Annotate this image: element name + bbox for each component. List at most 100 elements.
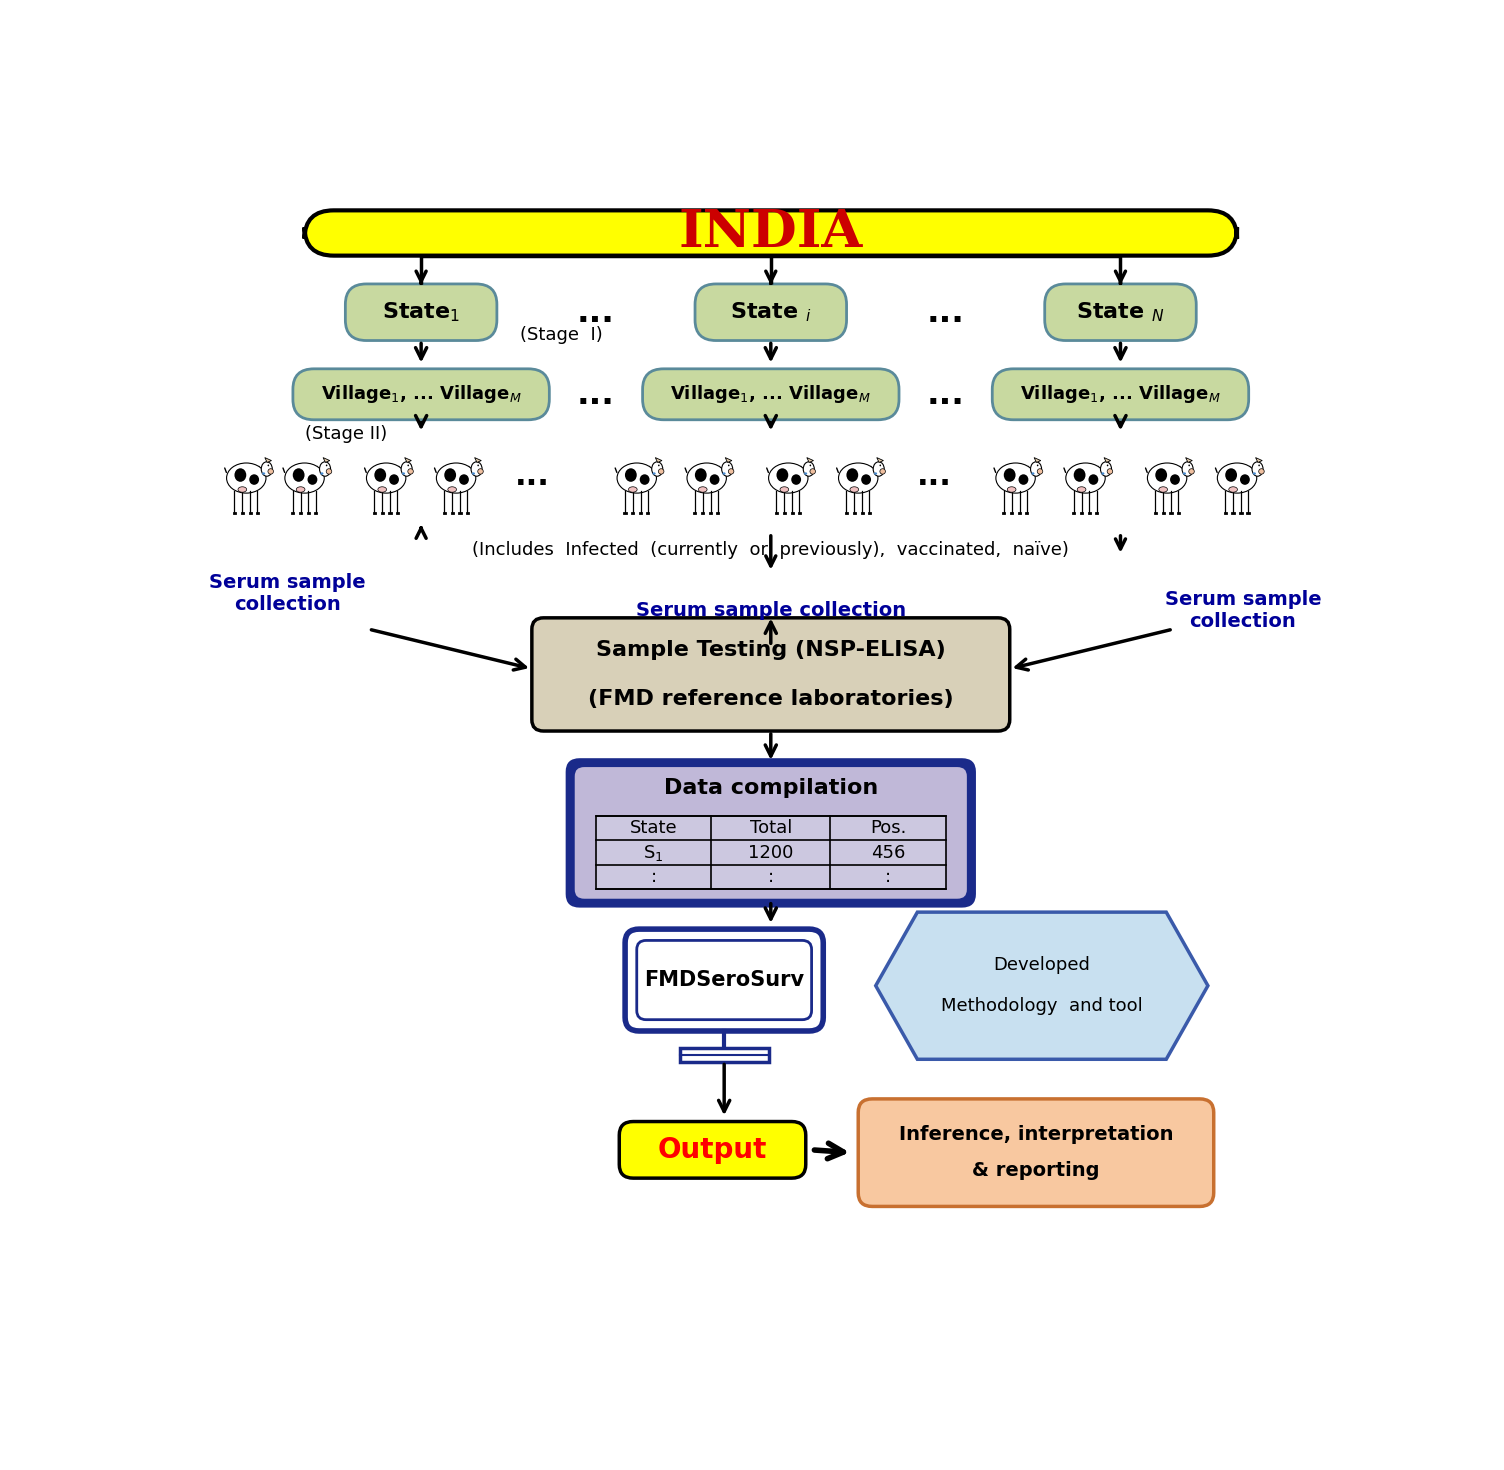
Ellipse shape: [651, 462, 663, 476]
FancyBboxPatch shape: [636, 941, 812, 1020]
Ellipse shape: [436, 463, 475, 492]
Text: 1200: 1200: [747, 844, 794, 861]
Ellipse shape: [268, 469, 274, 475]
FancyBboxPatch shape: [859, 1100, 1214, 1207]
Ellipse shape: [293, 469, 304, 482]
Ellipse shape: [1170, 475, 1181, 485]
Ellipse shape: [1182, 472, 1187, 475]
Ellipse shape: [307, 475, 317, 485]
Ellipse shape: [996, 463, 1035, 492]
Ellipse shape: [250, 475, 259, 485]
Ellipse shape: [874, 472, 877, 475]
Ellipse shape: [1182, 462, 1193, 476]
Ellipse shape: [1239, 475, 1250, 485]
FancyBboxPatch shape: [293, 369, 549, 420]
Text: Inference, interpretation: Inference, interpretation: [899, 1125, 1173, 1144]
Ellipse shape: [722, 472, 725, 475]
Ellipse shape: [471, 462, 483, 476]
Text: Serum sample
collection: Serum sample collection: [1164, 589, 1321, 631]
Text: :: :: [651, 869, 657, 886]
Ellipse shape: [862, 475, 871, 485]
Polygon shape: [806, 457, 814, 463]
Polygon shape: [1104, 457, 1111, 463]
Polygon shape: [405, 457, 412, 463]
Polygon shape: [259, 466, 263, 475]
Ellipse shape: [626, 469, 636, 482]
Ellipse shape: [448, 487, 457, 492]
Ellipse shape: [1188, 469, 1194, 475]
Ellipse shape: [1107, 469, 1113, 475]
Ellipse shape: [1003, 469, 1015, 482]
Ellipse shape: [1158, 487, 1167, 492]
Ellipse shape: [367, 463, 406, 492]
FancyArrowPatch shape: [615, 467, 617, 472]
FancyBboxPatch shape: [304, 210, 1238, 256]
Ellipse shape: [1226, 469, 1238, 482]
Ellipse shape: [227, 463, 266, 492]
Ellipse shape: [659, 465, 660, 466]
Ellipse shape: [1188, 465, 1190, 466]
Ellipse shape: [880, 465, 881, 466]
Ellipse shape: [1066, 463, 1105, 492]
Ellipse shape: [639, 475, 650, 485]
Ellipse shape: [1030, 462, 1042, 476]
Polygon shape: [475, 457, 481, 463]
FancyBboxPatch shape: [993, 369, 1248, 420]
Ellipse shape: [728, 469, 734, 475]
Ellipse shape: [378, 487, 387, 492]
Text: Total: Total: [749, 819, 793, 838]
Text: ...: ...: [926, 378, 964, 410]
Ellipse shape: [238, 487, 247, 492]
Ellipse shape: [659, 469, 663, 475]
Bar: [680, 1048, 769, 1061]
FancyArrowPatch shape: [283, 467, 284, 472]
Ellipse shape: [444, 469, 456, 482]
Ellipse shape: [695, 469, 707, 482]
Polygon shape: [1029, 466, 1032, 475]
Text: FMDSeroSurv: FMDSeroSurv: [644, 970, 805, 991]
Text: & reporting: & reporting: [972, 1161, 1099, 1180]
Polygon shape: [650, 466, 653, 475]
Ellipse shape: [687, 463, 726, 492]
Ellipse shape: [320, 472, 323, 475]
Text: Village$_{1}$, ... Village$_{M}$: Village$_{1}$, ... Village$_{M}$: [320, 384, 522, 406]
Ellipse shape: [408, 465, 409, 466]
FancyBboxPatch shape: [620, 1122, 806, 1177]
Ellipse shape: [1259, 469, 1265, 475]
FancyArrowPatch shape: [994, 467, 996, 472]
Text: Serum sample
collection: Serum sample collection: [209, 573, 365, 613]
Ellipse shape: [477, 465, 478, 466]
Text: ...: ...: [578, 378, 615, 410]
Ellipse shape: [839, 463, 878, 492]
Polygon shape: [725, 457, 732, 463]
Ellipse shape: [1077, 487, 1086, 492]
Ellipse shape: [1217, 463, 1257, 492]
Polygon shape: [875, 911, 1208, 1060]
FancyArrowPatch shape: [836, 467, 838, 472]
Ellipse shape: [1253, 472, 1256, 475]
Ellipse shape: [769, 463, 808, 492]
Polygon shape: [323, 457, 329, 463]
Ellipse shape: [1148, 463, 1187, 492]
Text: (Includes  Infected  (currently  or  previously),  vaccinated,  naïve): (Includes Infected (currently or previou…: [472, 541, 1069, 559]
Ellipse shape: [402, 462, 412, 476]
Ellipse shape: [791, 475, 802, 485]
Text: ...: ...: [926, 295, 964, 329]
Ellipse shape: [402, 472, 405, 475]
Text: Output: Output: [657, 1136, 767, 1164]
Text: (Stage II): (Stage II): [304, 425, 387, 444]
Ellipse shape: [1229, 487, 1238, 492]
Ellipse shape: [653, 472, 656, 475]
Ellipse shape: [1259, 465, 1260, 466]
Ellipse shape: [1251, 462, 1263, 476]
Polygon shape: [656, 457, 662, 463]
Ellipse shape: [698, 487, 707, 492]
FancyBboxPatch shape: [695, 284, 847, 341]
Ellipse shape: [850, 487, 859, 492]
FancyArrowPatch shape: [767, 467, 769, 472]
Polygon shape: [719, 466, 723, 475]
FancyBboxPatch shape: [1045, 284, 1196, 341]
Polygon shape: [399, 466, 403, 475]
Polygon shape: [877, 457, 883, 463]
Text: Village$_{1}$, ... Village$_{M}$: Village$_{1}$, ... Village$_{M}$: [671, 384, 871, 406]
